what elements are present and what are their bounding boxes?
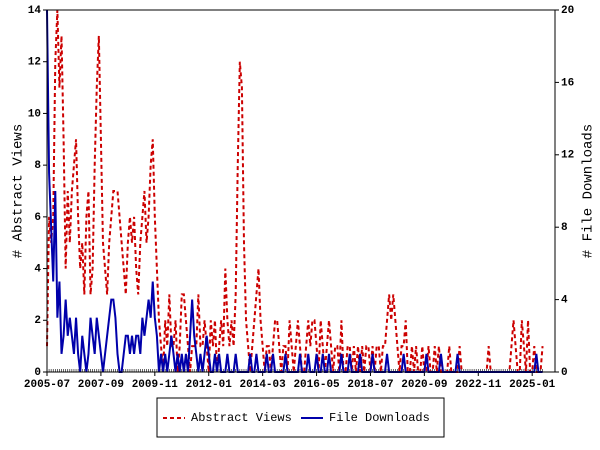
plot-frame <box>46 9 556 373</box>
y-tick-label: 10 <box>28 108 41 120</box>
x-tick-label: 2016-05 <box>293 379 340 391</box>
x-tick-label: 2025-01 <box>509 379 556 391</box>
x-tick-label: 2009-11 <box>132 379 179 391</box>
y-tick-label: 8 <box>34 160 41 172</box>
y2-tick-label: 4 <box>561 295 568 307</box>
series-line <box>46 9 544 373</box>
y-tick-label: 0 <box>34 367 41 379</box>
y2-tick-label: 16 <box>561 77 574 89</box>
legend-box <box>156 397 445 438</box>
x-tick-label: 2012-01 <box>186 379 233 391</box>
x-tick-label: 2007-09 <box>78 379 124 391</box>
y-tick-label: 14 <box>28 5 42 17</box>
y2-tick-label: 20 <box>561 5 574 17</box>
x-tick-label: 2018-07 <box>347 379 393 391</box>
y2-tick-label: 0 <box>561 367 568 379</box>
y2-tick-label: 8 <box>561 222 568 234</box>
x-tick-label: 2005-07 <box>24 379 70 391</box>
y-tick-label: 4 <box>34 263 41 275</box>
legend-label: Abstract Views <box>191 411 292 425</box>
y-tick-label: 2 <box>34 315 41 327</box>
x-tick-label: 2022-11 <box>455 379 502 391</box>
x-tick-label: 2014-03 <box>240 379 287 391</box>
y-axis-label: # Abstract Views <box>11 124 27 258</box>
y2-tick-label: 12 <box>561 150 574 162</box>
legend-label: File Downloads <box>329 411 430 425</box>
y-tick-label: 12 <box>28 57 41 69</box>
y2-axis-label: # File Downloads <box>581 124 597 258</box>
x-tick-label: 2020-09 <box>401 379 447 391</box>
y-tick-label: 6 <box>34 212 41 224</box>
